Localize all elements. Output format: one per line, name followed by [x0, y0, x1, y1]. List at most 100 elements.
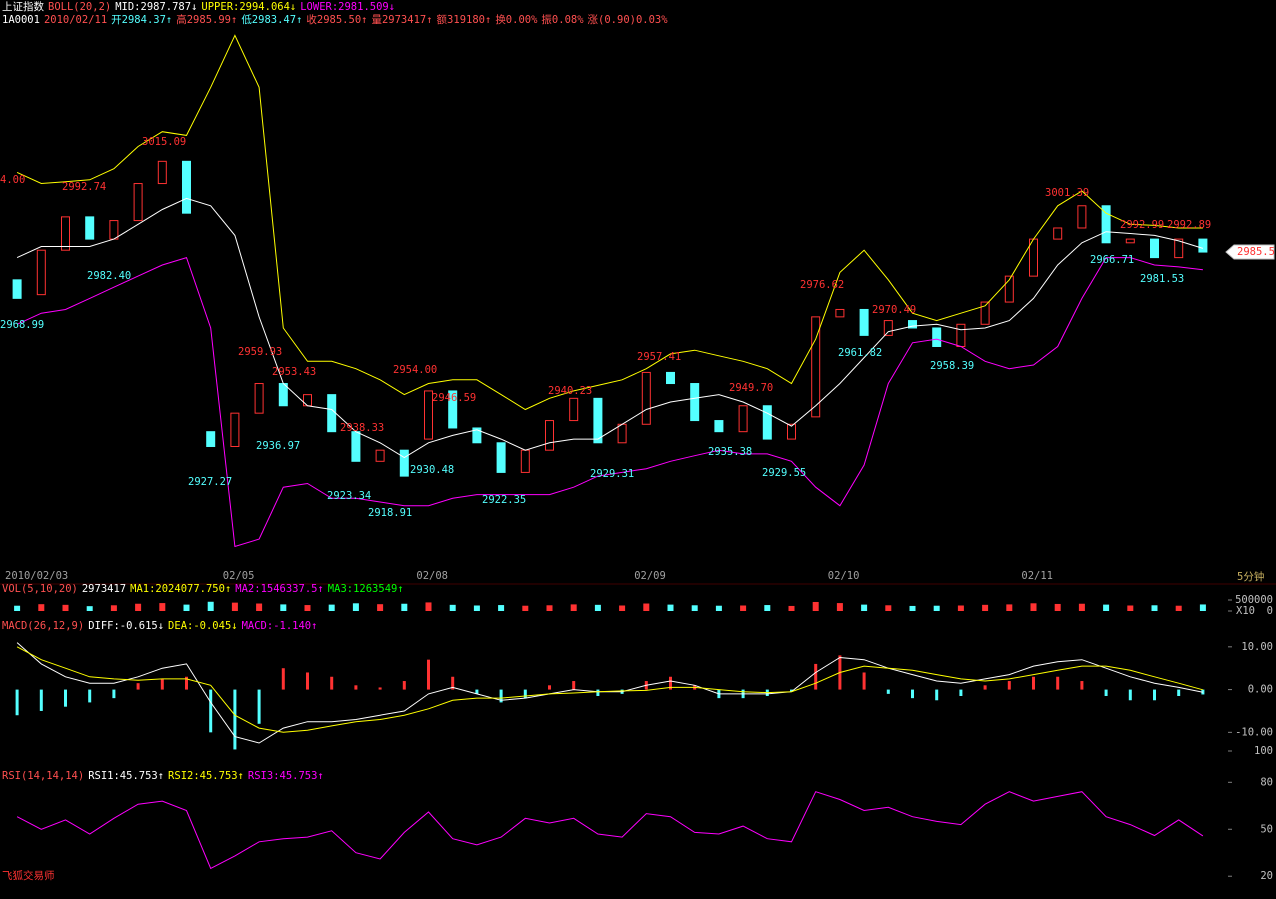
candle	[617, 423, 627, 444]
volume-bar	[1006, 604, 1013, 611]
candle	[714, 420, 724, 433]
high-label: 2992.89	[1167, 219, 1211, 231]
candle	[399, 449, 409, 477]
volume-bar	[1078, 603, 1085, 611]
candle	[109, 220, 119, 240]
candle	[883, 320, 893, 336]
candle	[1174, 238, 1184, 259]
volume-bar	[861, 604, 868, 611]
volume-bar	[377, 604, 384, 611]
y-tick-label: 10.00	[1241, 641, 1273, 653]
legend-item: DIFF:-0.615↓	[88, 620, 164, 632]
volume-bar	[594, 604, 601, 611]
low-label: 2966.71	[1090, 254, 1134, 266]
volume-bar	[643, 603, 650, 611]
volume-bar	[207, 601, 214, 611]
high-label: 3001.39	[1045, 187, 1089, 199]
candle	[278, 383, 288, 407]
legend-item: 2973417	[82, 583, 126, 595]
high-label: 2953.43	[272, 366, 316, 378]
candle	[690, 383, 700, 422]
high-label: 2954.00	[393, 364, 437, 376]
high-label: 2976.62	[800, 279, 844, 291]
candle	[835, 308, 845, 318]
quote-item: 量2973417↑	[371, 14, 432, 26]
candle	[956, 323, 966, 347]
header-item: LOWER:2981.509↓	[300, 1, 395, 13]
high-label: 2970.49	[872, 304, 916, 316]
boll-upper	[16, 34, 1203, 411]
low-label: 2936.97	[256, 440, 300, 452]
candle	[424, 390, 433, 440]
volume-bar	[715, 605, 722, 611]
quote-item: 振0.08%	[541, 13, 584, 26]
candle	[496, 442, 506, 473]
legend-item: VOL(5,10,20)	[2, 583, 78, 595]
low-label: 2958.39	[930, 360, 974, 372]
low-label: 2922.35	[482, 494, 526, 506]
volume-bar	[1175, 605, 1182, 611]
low-label: 2929.31	[590, 468, 634, 480]
header-item: MID:2987.787↓	[115, 1, 197, 13]
candle	[61, 216, 70, 251]
candle	[1150, 238, 1159, 259]
candle	[520, 449, 530, 473]
x-tick-label: 02/05	[223, 570, 255, 582]
legend-item: RSI2:45.753↑	[168, 770, 244, 782]
candle	[1053, 227, 1063, 240]
high-label: 3015.09	[142, 136, 186, 148]
volume-bar	[740, 605, 747, 611]
y-tick-label: 20	[1260, 870, 1273, 882]
boll-lower	[16, 256, 1203, 548]
y-tick-label: 80	[1260, 776, 1273, 788]
x-tick-label: 02/10	[828, 570, 860, 582]
volume-bar	[425, 602, 432, 611]
low-label: 2935.38	[708, 446, 752, 458]
high-label: 2957.41	[637, 351, 681, 363]
y-tick-label: 500000	[1235, 594, 1273, 606]
volume-bar	[401, 603, 408, 611]
candle	[1077, 205, 1087, 229]
boll-mid	[16, 197, 1204, 459]
candle	[85, 216, 95, 240]
candle	[1101, 205, 1111, 244]
volume-bar	[62, 604, 69, 611]
candle	[230, 412, 240, 447]
volume-bar	[231, 602, 238, 611]
candle	[666, 371, 675, 385]
volume-bar	[788, 605, 795, 611]
volume-bar	[38, 604, 45, 611]
volume-bar	[1199, 604, 1206, 611]
header-item: BOLL(20,2)	[48, 1, 111, 13]
volume-bar	[352, 603, 359, 611]
volume-bar	[86, 606, 93, 611]
quote-item: 换0.00%	[495, 13, 538, 26]
dea-line	[16, 646, 1204, 733]
volume-bar	[764, 605, 771, 611]
low-label: 2930.48	[410, 464, 454, 476]
candle	[1004, 275, 1014, 303]
legend-item: MACD:-1.140↑	[242, 620, 318, 632]
volume-bar	[667, 604, 674, 611]
quote-item: 开2984.37↑	[111, 14, 172, 26]
x-tick-label: 2010/02/03	[5, 570, 68, 582]
legend-item: RSI1:45.753↑	[88, 770, 164, 782]
high-label: 2938.33	[340, 422, 384, 434]
y-tick-label: 50	[1260, 823, 1273, 835]
candle	[811, 316, 821, 418]
candle	[472, 427, 482, 444]
volume-bar	[522, 605, 529, 611]
last-price-box	[1225, 244, 1275, 260]
candle	[762, 405, 772, 440]
candle	[738, 405, 748, 433]
low-label: 2982.40	[87, 270, 131, 282]
volume-bar	[933, 605, 940, 611]
legend-item: RSI3:45.753↑	[248, 770, 324, 782]
low-label: 2929.55	[762, 467, 806, 479]
last-price-label: 2985.5	[1237, 246, 1275, 258]
high-label: 2946.59	[432, 392, 476, 404]
low-label: 2923.34	[327, 490, 371, 502]
y-tick-label: 100	[1254, 745, 1273, 757]
volume-bar	[256, 603, 263, 611]
